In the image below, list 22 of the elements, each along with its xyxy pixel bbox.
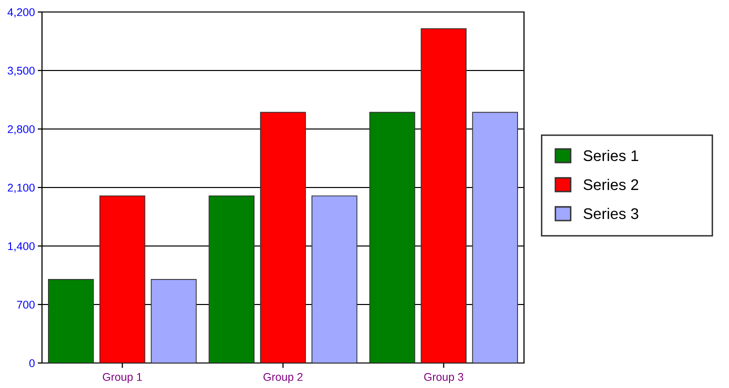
- legend-label: Series 2: [584, 178, 638, 190]
- bar: [472, 112, 518, 363]
- y-tick-label: 0: [29, 359, 35, 368]
- legend-label: Series 1: [584, 150, 638, 162]
- y-tick-label: 2,100: [8, 184, 35, 193]
- x-tick-label: Group 1: [102, 373, 142, 384]
- bar: [312, 195, 358, 363]
- x-tick-label: Group 3: [424, 373, 464, 384]
- bar: [150, 279, 197, 363]
- legend-label: Series 3: [584, 208, 638, 220]
- bar: [99, 195, 146, 363]
- bar: [420, 28, 467, 363]
- bar: [48, 279, 94, 363]
- y-tick-label: 4,200: [8, 8, 35, 18]
- y-tick-label: 2,800: [8, 125, 35, 134]
- bar: [208, 195, 254, 363]
- bar: [369, 112, 416, 363]
- bar: [260, 112, 306, 363]
- y-tick-label: 1,400: [8, 242, 35, 252]
- x-tick-label: Group 2: [263, 373, 303, 384]
- y-tick-label: 3,500: [8, 66, 35, 76]
- y-tick-label: 700: [17, 300, 35, 309]
